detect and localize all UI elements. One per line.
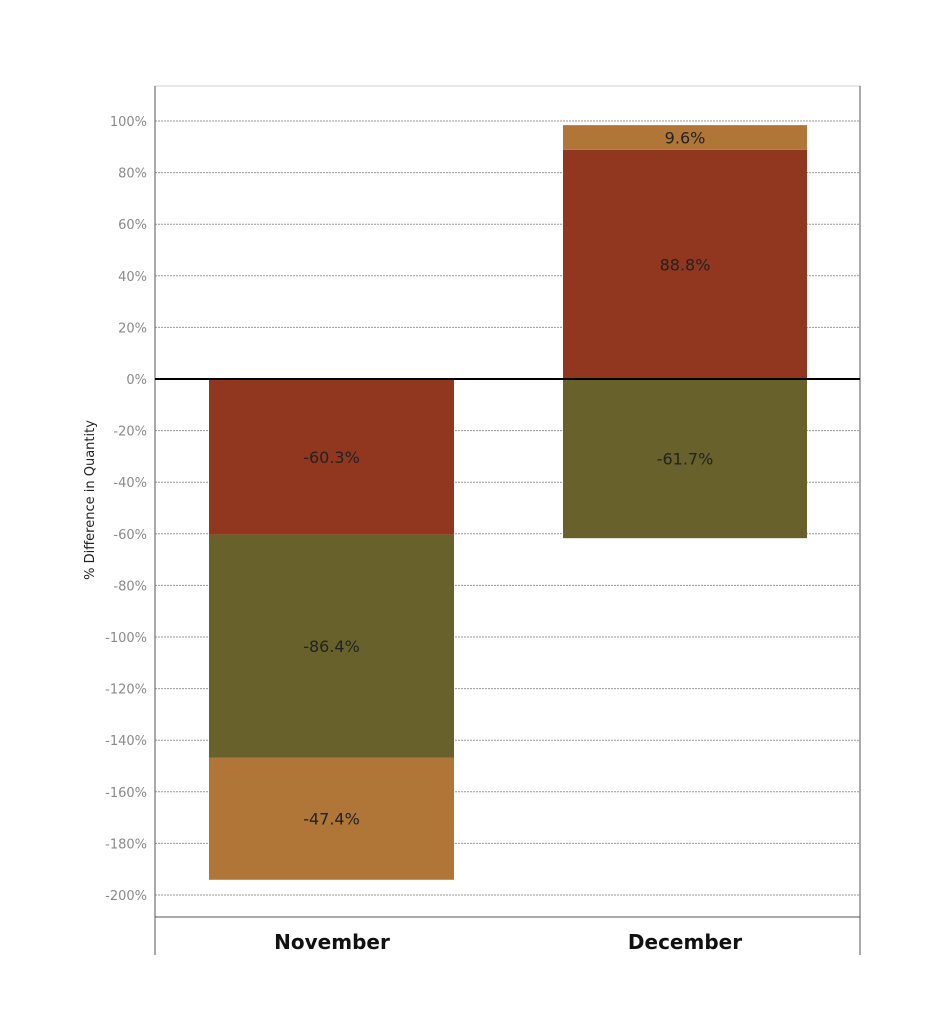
- y-tick-label: -80%: [113, 579, 147, 594]
- y-tick-label: -40%: [113, 476, 147, 491]
- data-label: 9.6%: [665, 129, 706, 148]
- data-label: 88.8%: [660, 255, 711, 274]
- x-axis-categories: November December: [274, 930, 742, 954]
- y-tick-label: 0%: [126, 373, 147, 388]
- data-label: -86.4%: [303, 637, 360, 656]
- category-label: December: [628, 930, 742, 954]
- y-tick-label: 20%: [118, 321, 147, 336]
- y-tick-label: 100%: [110, 115, 147, 130]
- y-tick-label: -160%: [105, 786, 147, 801]
- bar-segment: [209, 379, 454, 535]
- y-tick-label: 60%: [118, 218, 147, 233]
- data-label: -47.4%: [303, 810, 360, 829]
- bars: -60.3% -86.4% -47.4% -61.7% 88.8% 9.6%: [209, 125, 807, 880]
- y-tick-label: 40%: [118, 270, 147, 285]
- y-tick-label: -200%: [105, 889, 147, 904]
- bar-segment: [209, 757, 454, 880]
- y-tick-label: -100%: [105, 631, 147, 646]
- bar-segment: [209, 534, 454, 758]
- category-label: November: [274, 930, 390, 954]
- bar-segment: [563, 125, 807, 150]
- bar-segment: [563, 379, 807, 539]
- data-label: -60.3%: [303, 448, 360, 467]
- data-label: -61.7%: [657, 450, 714, 469]
- y-tick-label: -140%: [105, 734, 147, 749]
- y-tick-label: 80%: [118, 167, 147, 182]
- y-axis-title: % Difference in Quantity: [83, 420, 98, 580]
- y-tick-label: -180%: [105, 837, 147, 852]
- y-axis-ticks: 100% 80% 60% 40% 20% 0% -20% -40% -60% -80% -100% -…: [105, 115, 147, 904]
- chart-frame: [154, 85, 861, 955]
- y-tick-label: -120%: [105, 683, 147, 698]
- y-tick-label: -20%: [113, 425, 147, 440]
- y-tick-label: -60%: [113, 528, 147, 543]
- bar-segment: [563, 149, 807, 379]
